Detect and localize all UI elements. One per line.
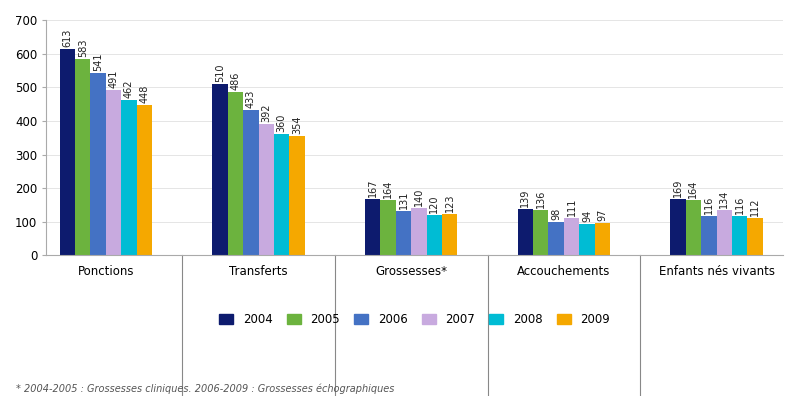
Text: 94: 94 xyxy=(582,209,592,222)
Text: 139: 139 xyxy=(520,188,530,207)
Text: 136: 136 xyxy=(536,189,546,208)
Text: 486: 486 xyxy=(230,72,241,90)
Bar xyxy=(426,215,442,255)
Text: 111: 111 xyxy=(566,198,577,216)
Text: 583: 583 xyxy=(78,39,88,57)
Text: 354: 354 xyxy=(292,116,302,134)
Text: 491: 491 xyxy=(109,70,118,88)
Bar xyxy=(243,110,258,255)
Text: * 2004-2005 : Grossesses cliniques. 2006-2009 : Grossesses échographiques: * 2004-2005 : Grossesses cliniques. 2006… xyxy=(16,384,394,394)
Text: 169: 169 xyxy=(673,178,683,196)
Legend: 2004, 2005, 2006, 2007, 2008, 2009: 2004, 2005, 2006, 2007, 2008, 2009 xyxy=(219,313,610,326)
Bar xyxy=(549,223,564,255)
Text: 134: 134 xyxy=(719,190,730,208)
Bar xyxy=(90,74,106,255)
Text: 97: 97 xyxy=(598,208,607,221)
Bar xyxy=(380,200,396,255)
Bar xyxy=(670,198,686,255)
Text: 433: 433 xyxy=(246,89,256,108)
Bar xyxy=(137,105,152,255)
Text: 167: 167 xyxy=(368,179,378,197)
Bar xyxy=(701,216,717,255)
Bar xyxy=(732,216,747,255)
Bar xyxy=(518,209,533,255)
Bar xyxy=(564,218,579,255)
Bar xyxy=(594,223,610,255)
Bar xyxy=(122,100,137,255)
Bar xyxy=(60,49,75,255)
Bar xyxy=(290,136,305,255)
Text: 164: 164 xyxy=(689,180,698,198)
Bar xyxy=(75,59,90,255)
Text: 360: 360 xyxy=(277,114,286,132)
Text: 448: 448 xyxy=(139,84,150,103)
Text: 116: 116 xyxy=(704,196,714,214)
Bar xyxy=(396,211,411,255)
Bar xyxy=(411,208,426,255)
Bar xyxy=(442,214,458,255)
Text: 120: 120 xyxy=(430,194,439,213)
Text: 164: 164 xyxy=(383,180,393,198)
Bar xyxy=(274,134,290,255)
Text: 123: 123 xyxy=(445,194,454,212)
Text: 613: 613 xyxy=(62,29,72,47)
Text: 131: 131 xyxy=(398,191,409,209)
Text: 510: 510 xyxy=(215,63,225,82)
Text: 462: 462 xyxy=(124,80,134,98)
Bar xyxy=(106,90,122,255)
Text: 392: 392 xyxy=(262,103,271,122)
Bar xyxy=(365,199,380,255)
Text: 140: 140 xyxy=(414,188,424,206)
Bar xyxy=(258,124,274,255)
Bar xyxy=(717,210,732,255)
Bar xyxy=(747,218,762,255)
Text: 112: 112 xyxy=(750,197,760,216)
Text: 116: 116 xyxy=(734,196,745,214)
Bar xyxy=(228,92,243,255)
Bar xyxy=(579,224,594,255)
Bar xyxy=(533,209,549,255)
Bar xyxy=(686,200,701,255)
Bar xyxy=(212,84,228,255)
Text: 541: 541 xyxy=(93,53,103,71)
Text: 98: 98 xyxy=(551,208,561,221)
